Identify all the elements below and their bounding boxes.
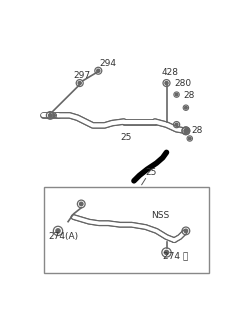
Text: 280: 280 [174,79,191,88]
Text: 28: 28 [191,126,203,135]
Text: 428: 428 [161,68,178,77]
Circle shape [165,250,169,254]
Text: NSS: NSS [151,211,169,220]
Circle shape [184,229,188,233]
Circle shape [175,93,178,96]
Circle shape [53,114,55,116]
Circle shape [48,114,52,117]
Circle shape [185,106,187,109]
Text: 274 Ⓑ: 274 Ⓑ [163,252,188,260]
Text: 25: 25 [145,168,157,178]
Circle shape [184,129,188,132]
Bar [44,187,209,273]
Text: 294: 294 [100,59,117,68]
Text: 274(A): 274(A) [48,232,78,241]
Circle shape [175,123,178,126]
Circle shape [184,129,188,132]
Circle shape [56,229,60,233]
Text: 297: 297 [74,71,91,80]
Circle shape [97,69,100,72]
Circle shape [78,82,81,84]
Text: 28: 28 [184,92,195,100]
Circle shape [165,82,168,84]
Circle shape [80,202,83,206]
Text: 25: 25 [120,133,131,142]
Circle shape [188,137,191,140]
